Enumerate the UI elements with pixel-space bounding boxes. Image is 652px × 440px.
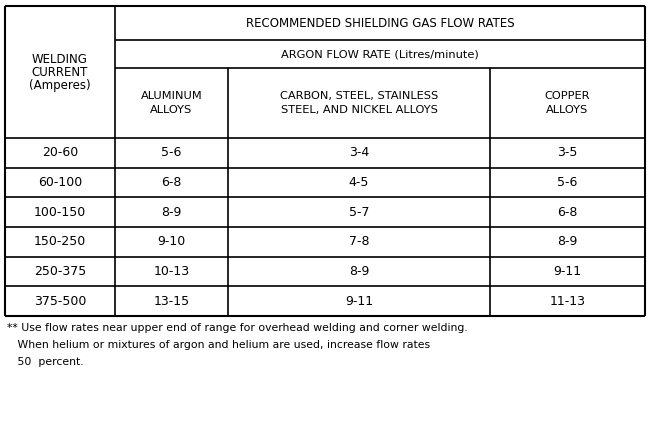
Text: 10-13: 10-13 [153,265,190,278]
Text: ARGON FLOW RATE (Litres/minute): ARGON FLOW RATE (Litres/minute) [281,49,479,59]
Text: 9-11: 9-11 [554,265,582,278]
Text: 11-13: 11-13 [550,295,585,308]
Text: 8-9: 8-9 [557,235,578,248]
Text: 375-500: 375-500 [34,295,86,308]
Text: 8-9: 8-9 [349,265,369,278]
Text: 7-8: 7-8 [349,235,369,248]
Text: 6-8: 6-8 [557,205,578,219]
Text: 8-9: 8-9 [161,205,182,219]
Text: 9-10: 9-10 [157,235,186,248]
Text: (Amperes): (Amperes) [29,78,91,92]
Text: RECOMMENDED SHIELDING GAS FLOW RATES: RECOMMENDED SHIELDING GAS FLOW RATES [246,17,514,29]
Text: 3-5: 3-5 [557,147,578,159]
Text: 5-6: 5-6 [557,176,578,189]
Text: ALLOYS: ALLOYS [546,105,589,115]
Text: CARBON, STEEL, STAINLESS: CARBON, STEEL, STAINLESS [280,91,438,101]
Text: 6-8: 6-8 [161,176,182,189]
Text: ALLOYS: ALLOYS [151,105,192,115]
Text: 50  percent.: 50 percent. [7,357,83,367]
Text: COPPER: COPPER [545,91,590,101]
Text: When helium or mixtures of argon and helium are used, increase flow rates: When helium or mixtures of argon and hel… [7,340,430,350]
Text: 5-7: 5-7 [349,205,369,219]
Text: 150-250: 150-250 [34,235,86,248]
Text: 100-150: 100-150 [34,205,86,219]
Text: STEEL, AND NICKEL ALLOYS: STEEL, AND NICKEL ALLOYS [280,105,437,115]
Text: ** Use flow rates near upper end of range for overhead welding and corner weldin: ** Use flow rates near upper end of rang… [7,323,467,333]
Text: 250-375: 250-375 [34,265,86,278]
Text: 20-60: 20-60 [42,147,78,159]
Text: WELDING: WELDING [32,52,88,66]
Text: 60-100: 60-100 [38,176,82,189]
Text: ALUMINUM: ALUMINUM [141,91,202,101]
Text: CURRENT: CURRENT [32,66,88,78]
Text: 5-6: 5-6 [161,147,182,159]
Text: 13-15: 13-15 [153,295,190,308]
Text: 4-5: 4-5 [349,176,369,189]
Text: 9-11: 9-11 [345,295,373,308]
Text: 3-4: 3-4 [349,147,369,159]
